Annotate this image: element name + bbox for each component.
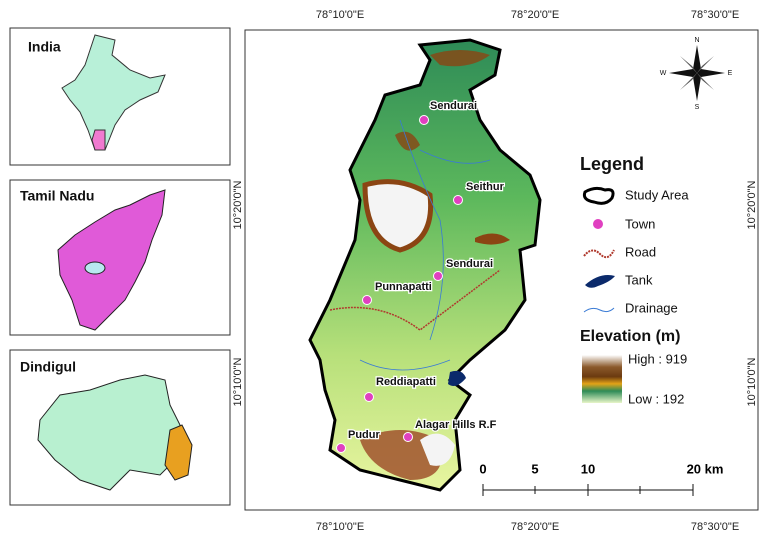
town-label: Seithur [466, 181, 505, 193]
scale-label: 10 [581, 461, 595, 476]
coord-label: 10°10'0"N [232, 357, 244, 406]
coord-label: 78°10'0"E [316, 521, 364, 533]
legend-label: High : 919 [628, 351, 687, 366]
inset-india: India [9, 27, 231, 166]
town-marker [362, 295, 372, 305]
scale-label: 0 [479, 461, 486, 476]
compass-label: W [660, 70, 667, 77]
town-label: Punnapatti [375, 281, 432, 293]
inset-title: India [28, 39, 61, 55]
inset-dindigul: Dindigul [9, 349, 231, 506]
town-label: Pudur [348, 429, 380, 441]
legend-label: Drainage [625, 300, 678, 315]
town-marker [403, 432, 413, 442]
legend-label: Town [625, 216, 655, 231]
town-label: Alagar Hills R.F [415, 419, 497, 431]
town-marker [336, 443, 346, 453]
coord-label: 10°10'0"N [746, 357, 758, 406]
inset-title: Dindigul [20, 359, 76, 375]
legend-subtitle: Elevation (m) [580, 328, 680, 345]
town-label: Reddiapatti [376, 376, 436, 388]
legend-label: Tank [625, 272, 653, 287]
inset-tamil-nadu: Tamil Nadu [9, 179, 231, 336]
scale-label: 5 [531, 461, 538, 476]
legend-label: Low : 192 [628, 391, 684, 406]
compass-label: S [695, 104, 700, 111]
study-area [308, 38, 542, 492]
legend-title: Legend [580, 154, 644, 174]
towns: Sendurai Seithur Sendurai Punnapatti Red… [336, 99, 506, 453]
coord-label: 10°20'0"N [746, 180, 758, 229]
compass-label: N [694, 37, 699, 44]
legend-label: Study Area [625, 187, 689, 202]
scale-bar: 0 5 10 20 km [479, 461, 723, 496]
legend-label: Road [625, 244, 656, 259]
town-label: Sendurai [430, 100, 477, 112]
town-marker [364, 392, 374, 402]
town-marker [419, 115, 429, 125]
coord-label: 78°10'0"E [316, 9, 364, 21]
coord-label: 10°20'0"N [232, 180, 244, 229]
town-label: Sendurai [446, 258, 493, 270]
legend: Legend Study Area Town Road Tank Drainag… [580, 154, 689, 407]
compass-label: E [728, 70, 733, 77]
coord-label: 78°20'0"E [511, 9, 559, 21]
north-arrow: N E S W [660, 37, 733, 111]
town-marker [433, 271, 443, 281]
inset-title: Tamil Nadu [20, 188, 94, 204]
coord-label: 78°30'0"E [691, 9, 739, 21]
scale-label: 20 km [687, 461, 724, 476]
coord-label: 78°30'0"E [691, 521, 739, 533]
town-marker [453, 195, 463, 205]
coord-label: 78°20'0"E [511, 521, 559, 533]
